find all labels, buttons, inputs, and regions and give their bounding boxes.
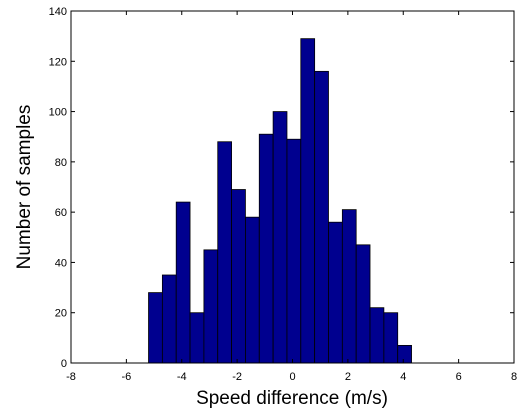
x-tick-label-6: 4 <box>400 371 406 383</box>
x-tick-label-7: 6 <box>456 371 462 383</box>
histogram-bar-18 <box>397 344 412 364</box>
y-axis-label: Number of samples <box>14 105 35 270</box>
histogram-bar-14 <box>341 209 357 364</box>
y-tick-label-4: 80 <box>55 157 67 169</box>
y-tick-label-6: 120 <box>49 56 67 68</box>
y-tick-label-7: 140 <box>49 6 67 18</box>
histogram-bar-6 <box>231 189 246 364</box>
histogram-bar-8 <box>258 133 274 364</box>
histogram-bar-10 <box>286 138 302 364</box>
histogram-bar-4 <box>203 249 219 364</box>
histogram-bar-0 <box>148 292 163 364</box>
histogram-bar-12 <box>314 70 329 364</box>
histogram-bar-3 <box>189 312 205 364</box>
histogram-bar-9 <box>272 111 288 364</box>
histogram-bar-11 <box>300 38 316 364</box>
x-tick-label-5: 2 <box>345 371 351 383</box>
x-axis-label: Speed difference (m/s) <box>196 388 388 409</box>
histogram-bar-13 <box>328 221 343 364</box>
x-tick-label-2: -4 <box>177 371 187 383</box>
x-axis-ticks: -8 -6 -4 -2 0 2 4 6 8 <box>66 11 517 383</box>
histogram-bar-2 <box>175 201 191 364</box>
y-axis-ticks: 0 20 40 60 80 100 120 140 <box>49 6 514 370</box>
x-tick-label-8: 8 <box>511 371 517 383</box>
y-tick-label-2: 40 <box>55 257 67 269</box>
histogram-bar-1 <box>161 274 177 364</box>
histogram-bar-16 <box>369 307 385 364</box>
histogram-bar-15 <box>355 244 371 364</box>
y-tick-label-3: 60 <box>55 207 67 219</box>
histogram-bar-7 <box>245 216 260 364</box>
y-tick-label-0: 0 <box>61 358 67 370</box>
histogram-bar-17 <box>383 312 399 364</box>
x-tick-label-1: -6 <box>121 371 131 383</box>
y-tick-label-1: 20 <box>55 308 67 320</box>
y-tick-label-5: 100 <box>49 107 67 119</box>
x-tick-label-0: -8 <box>66 371 76 383</box>
histogram-bar-5 <box>217 141 232 364</box>
x-tick-label-3: -2 <box>232 371 242 383</box>
x-tick-label-4: 0 <box>289 371 295 383</box>
